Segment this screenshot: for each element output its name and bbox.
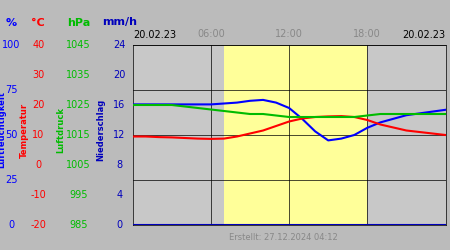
Text: %: %	[6, 18, 17, 28]
Text: 8: 8	[116, 160, 122, 170]
Text: 20: 20	[32, 100, 45, 110]
Text: 75: 75	[5, 85, 18, 95]
Text: Niederschlag: Niederschlag	[97, 99, 106, 161]
Text: mm/h: mm/h	[102, 18, 137, 28]
Text: 100: 100	[2, 40, 20, 50]
Text: 20.02.23: 20.02.23	[402, 30, 446, 40]
Text: 12: 12	[113, 130, 126, 140]
Text: 985: 985	[69, 220, 88, 230]
Text: hPa: hPa	[67, 18, 90, 28]
Text: 1015: 1015	[67, 130, 91, 140]
Text: 1035: 1035	[67, 70, 91, 80]
Text: 1005: 1005	[67, 160, 91, 170]
Text: Temperatur: Temperatur	[20, 102, 29, 158]
Text: 20: 20	[113, 70, 126, 80]
Text: 0: 0	[116, 220, 122, 230]
Text: 30: 30	[32, 70, 45, 80]
Text: 50: 50	[5, 130, 18, 140]
Text: 1045: 1045	[67, 40, 91, 50]
Text: Luftdruck: Luftdruck	[56, 107, 65, 153]
Text: 20.02.23: 20.02.23	[133, 30, 176, 40]
Text: -20: -20	[30, 220, 46, 230]
Text: Luftfeuchtigkeit: Luftfeuchtigkeit	[0, 92, 7, 168]
Text: 0: 0	[35, 160, 41, 170]
Text: Erstellt: 27.12.2024 04:12: Erstellt: 27.12.2024 04:12	[229, 234, 338, 242]
Text: 25: 25	[5, 175, 18, 185]
Text: 10: 10	[32, 130, 45, 140]
Bar	[224, 45, 367, 225]
Text: 24: 24	[113, 40, 126, 50]
Text: -10: -10	[31, 190, 46, 200]
Text: 995: 995	[69, 190, 88, 200]
Text: 0: 0	[8, 220, 14, 230]
Text: °C: °C	[32, 18, 45, 28]
Text: 16: 16	[113, 100, 126, 110]
Text: 1025: 1025	[67, 100, 91, 110]
Text: 4: 4	[116, 190, 122, 200]
Text: 40: 40	[32, 40, 45, 50]
